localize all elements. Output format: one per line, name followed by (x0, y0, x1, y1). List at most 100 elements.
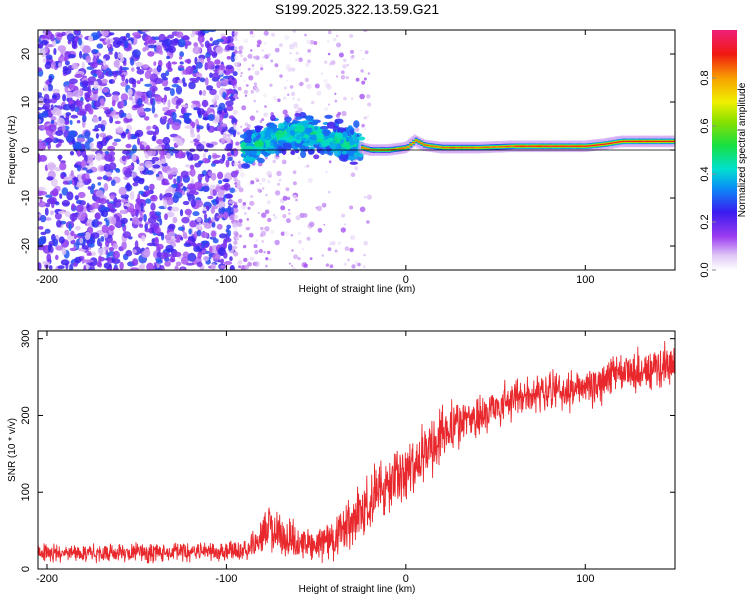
spectrogram-speckle (57, 210, 65, 215)
snr-xtick-label: -100 (215, 573, 237, 585)
spectrogram-speckle (273, 215, 278, 220)
spectrogram-speckle (334, 99, 338, 103)
spectrogram-speckle (124, 205, 128, 210)
spectrogram-speckle (250, 180, 255, 185)
spectrogram-speckle (87, 137, 94, 143)
spectrogram-speckle (265, 257, 269, 261)
spectrogram-speckle (254, 250, 259, 255)
spectrogram-speckle (306, 236, 311, 241)
spectrogram-speckle (220, 138, 225, 145)
spectrogram-speckle (306, 164, 310, 168)
spectrogram-speckle (179, 56, 183, 60)
spectrogram-xtick-label: -100 (215, 274, 237, 286)
spectrogram-speckle (164, 261, 171, 267)
spectrogram-speckle (307, 177, 313, 184)
spectrogram-speckle (83, 265, 87, 270)
spectrogram-speckle (188, 228, 192, 235)
spectrogram-speckle (64, 56, 68, 62)
spectrogram-speckle (38, 97, 46, 106)
spectrogram-band (622, 140, 626, 142)
spectrogram-band (487, 146, 491, 148)
spectrogram-blob (349, 155, 358, 160)
spectrogram-speckle (202, 89, 207, 96)
spectrogram-speckle (233, 62, 238, 67)
spectrogram-speckle (122, 231, 132, 239)
spectrogram-speckle (204, 40, 210, 49)
spectrogram-speckle (255, 88, 260, 93)
spectrogram-speckle (214, 59, 221, 65)
spectrogram-speckle (233, 93, 238, 99)
colorbar-gradient (712, 30, 737, 270)
spectrogram-speckle (354, 166, 359, 171)
spectrogram-speckle (165, 109, 172, 116)
spectrogram-speckle (66, 191, 74, 201)
spectrogram-band (522, 145, 526, 147)
spectrogram-band (409, 144, 413, 146)
spectrogram-speckle (184, 43, 188, 50)
spectrogram-speckle (113, 60, 120, 68)
spectrogram-speckle (50, 119, 55, 125)
spectrogram-speckle (290, 234, 293, 237)
spectrogram-band (406, 146, 410, 148)
spectrogram-band (398, 148, 402, 150)
colorbar-tick-label: 0.2 (699, 214, 711, 229)
spectrogram-speckle (236, 67, 241, 73)
spectrogram-speckle (266, 200, 271, 205)
spectrogram-speckle (139, 144, 145, 151)
spectrogram-band (627, 140, 631, 142)
spectrogram-speckle (76, 120, 81, 124)
spectrogram-speckle (108, 225, 115, 231)
spectrogram-blob (284, 116, 292, 123)
spectrogram-band (611, 142, 615, 144)
spectrogram-speckle (341, 110, 347, 117)
spectrogram-speckle (209, 72, 213, 79)
spectrogram-speckle (190, 199, 196, 208)
spectrogram-speckle (119, 261, 124, 270)
spectrogram-blob (354, 138, 360, 144)
spectrogram-speckle (314, 83, 320, 89)
spectrogram-band (428, 145, 432, 147)
spectrogram-speckle (107, 202, 114, 209)
spectrogram-speckle (141, 235, 146, 242)
spectrogram-speckle (120, 81, 128, 87)
spectrogram-speckle (259, 120, 263, 123)
spectrogram-speckle (253, 261, 260, 267)
spectrogram-speckle (87, 81, 95, 86)
spectrogram-speckle (209, 88, 217, 96)
spectrogram-speckle (85, 172, 90, 180)
spectrogram-speckle (282, 109, 288, 115)
spectrogram-speckle (367, 102, 372, 107)
spectrogram-speckle (166, 170, 171, 175)
spectrogram-speckle (237, 160, 241, 164)
spectrogram-speckle (172, 77, 180, 84)
spectrogram-speckle (211, 189, 217, 197)
spectrogram-speckle (206, 60, 215, 70)
colorbar-tick-label: 0.0 (699, 262, 711, 277)
spectrogram-blob (333, 149, 342, 157)
spectrogram-speckle (74, 176, 78, 186)
spectrogram-blob (295, 124, 305, 133)
spectrogram-speckle (73, 246, 77, 250)
spectrogram-speckle (69, 151, 75, 156)
spectrogram-speckle (238, 234, 242, 238)
spectrogram-speckle (187, 252, 197, 262)
spectrogram-blob (324, 114, 333, 119)
spectrogram-speckle (38, 67, 43, 72)
spectrogram-speckle (137, 165, 145, 172)
colorbar-tick-label: 0.6 (699, 118, 711, 133)
spectrogram-speckle (239, 74, 243, 78)
spectrogram-speckle (132, 32, 141, 37)
spectrogram-speckle (292, 30, 297, 33)
spectrogram-speckle (156, 260, 163, 264)
spectrogram-speckle (299, 81, 304, 86)
spectrogram-blob (320, 139, 331, 147)
spectrogram-speckle (292, 170, 297, 174)
spectrogram-speckle (363, 77, 367, 81)
spectrogram-speckle (206, 85, 214, 91)
spectrogram-speckle (56, 117, 65, 127)
spectrogram-speckle (337, 241, 342, 245)
spectrogram-speckle (112, 243, 118, 250)
spectrogram-speckle (247, 206, 251, 210)
snr-ytick-label: 200 (20, 406, 32, 424)
spectrogram-blob (327, 121, 336, 129)
